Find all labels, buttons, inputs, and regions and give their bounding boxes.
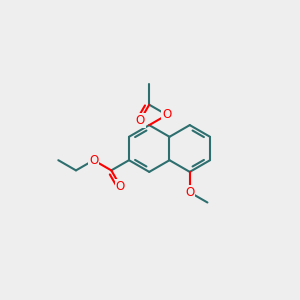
Text: O: O — [162, 108, 172, 122]
Text: O: O — [185, 186, 194, 199]
Text: O: O — [116, 180, 125, 193]
Text: O: O — [89, 154, 98, 167]
Text: O: O — [135, 114, 145, 127]
